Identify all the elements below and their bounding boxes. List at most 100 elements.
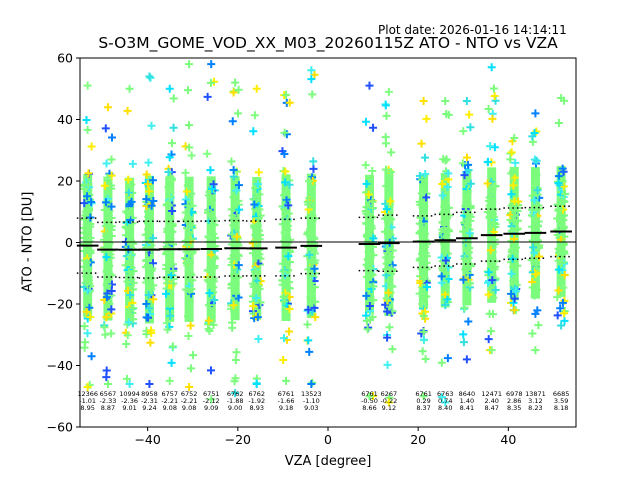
scatter-extreme-point (365, 392, 374, 401)
scatter-point (558, 177, 567, 186)
scatter-point (126, 237, 135, 246)
scatter-point (183, 201, 192, 210)
scatter-point (507, 148, 516, 157)
scatter-extreme-point (145, 379, 154, 388)
scatter-point (384, 192, 393, 201)
scatter-point (309, 157, 318, 166)
scatter-point (208, 184, 217, 193)
scatter-point (80, 322, 89, 331)
scatter-point (362, 291, 371, 300)
scatter-point (305, 347, 314, 356)
x-tick-label: 20 (410, 432, 426, 447)
scatter-point (203, 149, 212, 158)
scatter-point (368, 204, 377, 213)
scatter-point (163, 244, 172, 253)
scatter-point (463, 239, 472, 248)
scatter-point (419, 327, 428, 336)
scatter-point (129, 315, 138, 324)
bin-mean-label: 3.12 (528, 397, 542, 405)
bin-std-label: 8.93 (250, 404, 264, 412)
scatter-point (142, 244, 151, 253)
scatter-point (84, 273, 93, 282)
scatter-point (210, 234, 219, 243)
bin-count-label: 6567 (100, 390, 117, 398)
scatter-point (252, 293, 261, 302)
scatter-point (386, 168, 395, 177)
scatter-point (461, 202, 470, 211)
scatter-point (235, 205, 244, 214)
scatter-point (532, 170, 541, 179)
scatter-point (559, 239, 568, 248)
scatter-point (284, 209, 293, 218)
scatter-point (145, 304, 154, 313)
scatter-point (203, 276, 212, 285)
bin-mean-label: -1.66 (278, 397, 295, 405)
scatter-point (87, 352, 96, 361)
scatter-point (506, 211, 515, 220)
scatter-point (364, 263, 373, 272)
scatter-extreme-point (510, 306, 519, 315)
scatter-point (203, 92, 212, 101)
scatter-point (147, 121, 156, 130)
bin-mean-label: -2.33 (100, 397, 117, 405)
scatter-point (534, 217, 543, 226)
scatter-point (86, 249, 95, 258)
scatter-point (422, 193, 431, 202)
scatter-point (163, 325, 172, 334)
scatter-point (142, 299, 151, 308)
scatter-extreme-point (103, 103, 112, 112)
scatter-point (560, 223, 569, 232)
scatter-point (184, 312, 193, 321)
scatter-point (280, 205, 289, 214)
scatter-point (102, 159, 111, 168)
scatter-point (228, 117, 237, 126)
scatter-point (510, 294, 519, 303)
scatter-point (284, 252, 293, 261)
scatter-point (142, 313, 151, 322)
scatter-point (535, 204, 544, 213)
bin-mean-label: 0.74 (438, 397, 452, 405)
bin-std-label: 9.24 (142, 404, 156, 412)
scatter-point (162, 289, 171, 298)
scatter-extreme-point (307, 379, 316, 388)
scatter-extreme-point (83, 383, 92, 392)
scatter-point (308, 215, 317, 224)
scatter-point (285, 180, 294, 189)
scatter-point (142, 170, 151, 179)
scatter-point (486, 246, 495, 255)
scatter-point (510, 212, 519, 221)
scatter-point (234, 181, 243, 190)
scatter-point (101, 198, 110, 207)
scatter-point (483, 179, 492, 188)
scatter-point (102, 313, 111, 322)
scatter-point (147, 201, 156, 210)
scatter-point (165, 153, 174, 162)
scatter-point (234, 261, 243, 270)
scatter-point (304, 305, 313, 314)
scatter-point (148, 264, 157, 273)
scatter-point (511, 287, 520, 296)
scatter-point (210, 295, 219, 304)
scatter-point (143, 180, 152, 189)
scatter-point (491, 181, 500, 190)
scatter-extreme-point (165, 376, 174, 385)
scatter-point (304, 228, 313, 237)
scatter-point (387, 148, 396, 157)
scatter-point (81, 278, 90, 287)
scatter-point (256, 254, 265, 263)
scatter-bin (162, 84, 178, 385)
scatter-point (144, 260, 153, 269)
scatter-point (444, 169, 453, 178)
scatter-extreme-point (384, 398, 393, 407)
scatter-point (488, 276, 497, 285)
scatter-point (86, 313, 95, 322)
scatter-point (558, 298, 567, 307)
scatter-point (510, 262, 519, 271)
scatter-point (365, 301, 374, 310)
scatter-point (303, 320, 312, 329)
scatter-point (83, 264, 92, 273)
scatter-point (189, 351, 198, 360)
scatter-point (107, 329, 116, 338)
scatter-point (528, 283, 537, 292)
scatter-point (87, 198, 96, 207)
